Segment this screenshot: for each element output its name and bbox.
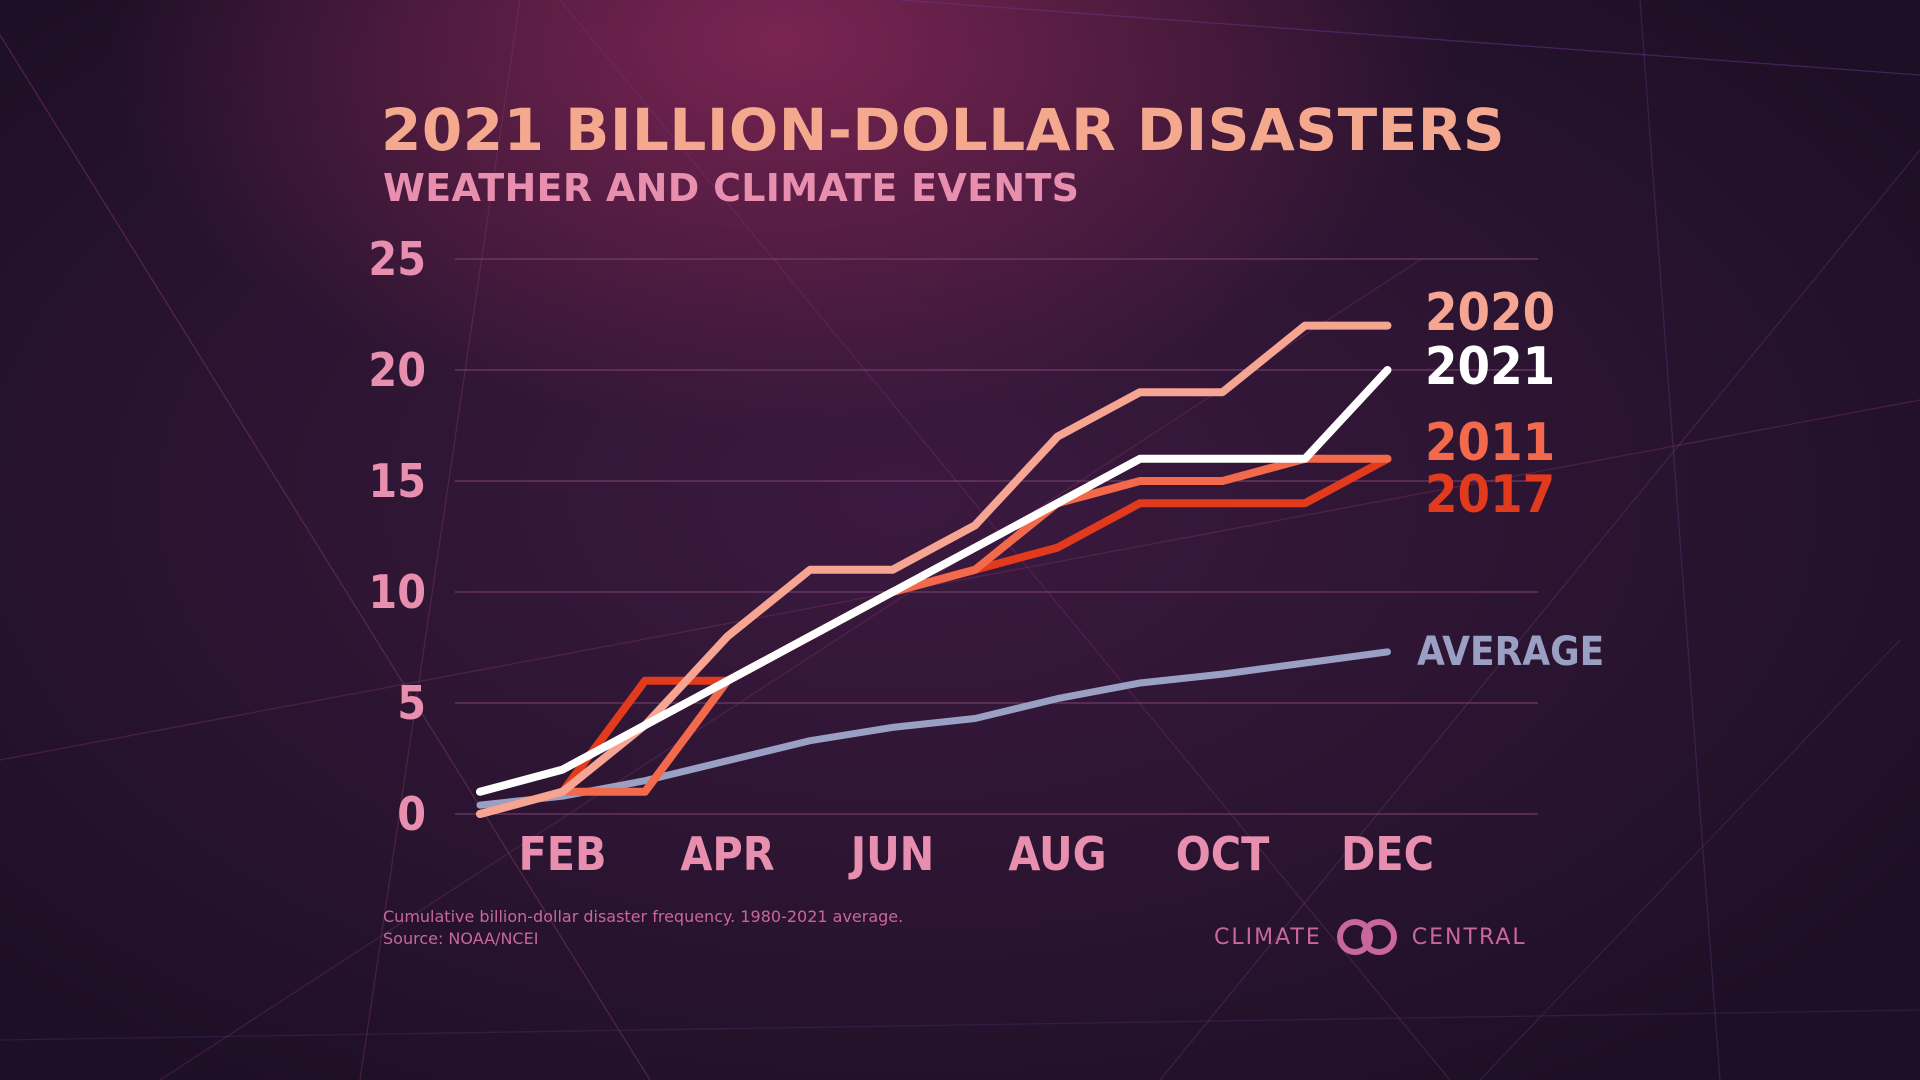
footnote-description: Cumulative billion-dollar disaster frequ… (383, 907, 904, 926)
x-tick-label: JUN (848, 827, 935, 881)
logo-text-right: CENTRAL (1411, 924, 1527, 950)
series-label-2021: 2021 (1425, 337, 1555, 397)
series-label-2011: 2011 (1425, 413, 1555, 473)
chart-title: 2021 BILLION-DOLLAR DISASTERS (381, 96, 1506, 164)
series-line-2017 (476, 454, 1392, 818)
y-tick-label: 20 (368, 343, 426, 397)
y-tick-label: 25 (368, 232, 426, 286)
x-tick-label: DEC (1341, 827, 1434, 881)
y-tick-label: 0 (397, 787, 426, 841)
footnote: Cumulative billion-dollar disaster frequ… (383, 906, 903, 950)
chart-subtitle: WEATHER AND CLIMATE EVENTS (383, 166, 1080, 210)
climate-central-logo[interactable]: CLIMATE CENTRAL (1214, 917, 1527, 957)
x-tick-label: FEB (518, 827, 606, 881)
gridlines (455, 258, 1538, 815)
interlocking-circles-icon (1336, 919, 1397, 955)
y-tick-label: 10 (368, 565, 426, 619)
series-lines (476, 321, 1392, 818)
series-line-2021 (476, 366, 1392, 796)
footnote-source: Source: NOAA/NCEI (383, 929, 539, 948)
series-label-average: AVERAGE (1417, 629, 1604, 675)
series-label-2020: 2020 (1425, 283, 1555, 343)
series-label-2017: 2017 (1425, 465, 1555, 525)
y-tick-label: 15 (368, 454, 426, 508)
y-tick-label: 5 (397, 676, 426, 730)
y-axis-ticks: 0 5 10 15 20 25 (368, 232, 426, 841)
x-tick-label: OCT (1176, 827, 1271, 881)
series-line-average (476, 648, 1391, 809)
x-tick-label: APR (680, 827, 774, 881)
logo-text-left: CLIMATE (1214, 924, 1322, 950)
x-axis-ticks: FEB APR JUN AUG OCT DEC (518, 827, 1434, 881)
x-tick-label: AUG (1008, 827, 1106, 881)
series-line-2011 (476, 454, 1392, 818)
